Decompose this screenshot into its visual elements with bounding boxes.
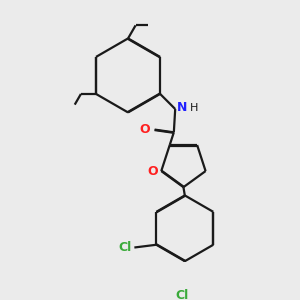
Text: N: N [177, 101, 187, 114]
Text: O: O [139, 123, 150, 136]
Text: Cl: Cl [118, 241, 132, 254]
Text: H: H [190, 103, 199, 113]
Text: Cl: Cl [176, 289, 189, 300]
Text: O: O [147, 165, 158, 178]
